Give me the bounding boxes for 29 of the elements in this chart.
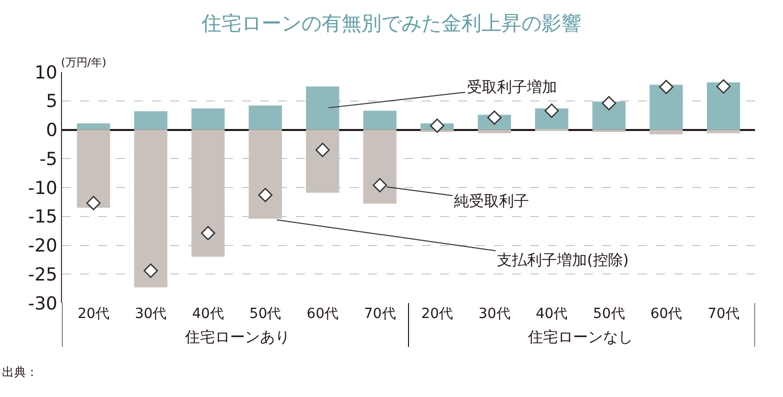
chart-title: 住宅ローンの有無別でみた金利上昇の影響 bbox=[200, 10, 582, 35]
x-tick-label: 20代 bbox=[421, 306, 454, 322]
y-tick-label: -20 bbox=[28, 236, 58, 257]
x-tick-label: 60代 bbox=[650, 306, 682, 322]
y-axis-title: (万円/年) bbox=[61, 56, 106, 69]
x-tick-label: 70代 bbox=[708, 306, 740, 322]
y-tick-label: 0 bbox=[46, 120, 58, 142]
x-tick-label: 50代 bbox=[593, 306, 625, 322]
x-tick-label: 40代 bbox=[536, 306, 568, 322]
x-tick-label: 50代 bbox=[249, 306, 282, 322]
source-note: 出典： bbox=[2, 365, 38, 379]
x-tick-label: 30代 bbox=[478, 306, 510, 322]
x-tick-label: 40代 bbox=[192, 306, 224, 322]
y-tick-label: 10 bbox=[34, 62, 58, 84]
y-tick-label: -25 bbox=[28, 264, 58, 286]
y-tick-label: -15 bbox=[28, 206, 58, 228]
y-tick-label: -5 bbox=[39, 148, 58, 170]
text: 住宅ローンなし bbox=[527, 328, 633, 346]
series-label: 受取利子増加 bbox=[467, 78, 557, 96]
text: 支払利子増加(控除) bbox=[497, 251, 629, 269]
y-tick-label: 5 bbox=[46, 91, 58, 112]
x-tick-label: 30代 bbox=[134, 306, 167, 322]
x-tick-label: 60代 bbox=[306, 306, 339, 322]
y-tick-label: -10 bbox=[28, 178, 58, 199]
x-tick-label: 70代 bbox=[364, 306, 396, 322]
text: 住宅ローンあり bbox=[184, 328, 290, 346]
y-tick-label: -30 bbox=[28, 293, 58, 314]
legend-label: 純受取利子 bbox=[454, 192, 529, 210]
x-tick-label: 20代 bbox=[78, 306, 110, 322]
